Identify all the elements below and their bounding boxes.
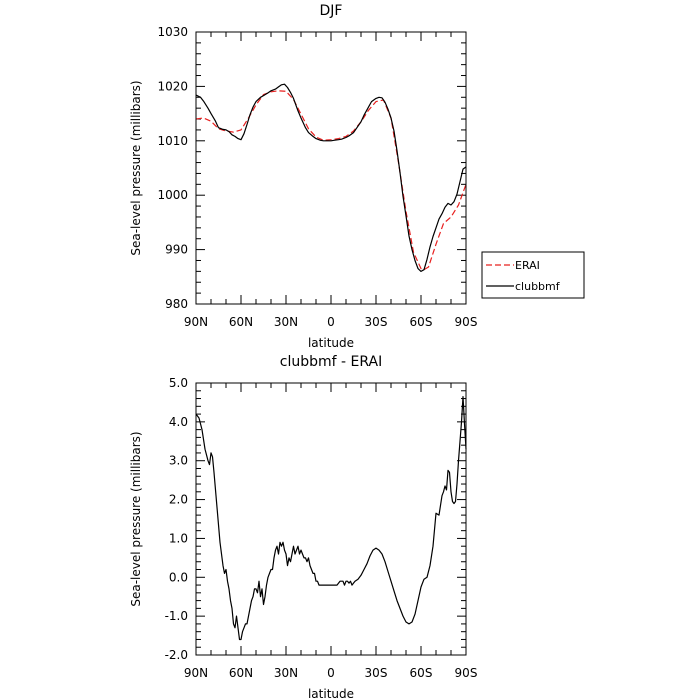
legend-label-erai: ERAI [515,259,540,272]
bot-y-tick-label: 1.0 [169,531,188,545]
bot-y-tick-label: -1.0 [165,609,188,623]
top-y-tick-label: 1020 [157,79,188,93]
legend: ERAI clubbmf [481,251,585,299]
bot-y-tick-label: 5.0 [169,376,188,390]
bot-x-tick-label: 60S [410,666,433,680]
top-chart-title: DJF [320,3,343,19]
bottom-chart-title: clubbmf - ERAI [280,354,382,370]
top-y-tick-label: 1030 [157,25,188,39]
top-x-tick-label: 30S [365,315,388,329]
top-panel: DJF Sea-level pressure (millibars) latit… [129,3,477,350]
bottom-panel: clubbmf - ERAI Sea-level pressure (milli… [129,354,477,700]
bottom-plot-frame [195,382,467,656]
bottom-axis-ticks: 90N 60N 30N 0 30S 60S 90S -2.0 -1.0 0.0 1.0 2.0 3.0 4… [165,376,478,680]
top-x-tick-label: 90N [184,315,208,329]
top-x-axis-label: latitude [308,336,354,350]
bot-x-tick-label: 60N [229,666,253,680]
bottom-y-axis-label: Sea-level pressure (millibars) [129,431,143,606]
top-x-tick-label: 90S [455,315,478,329]
bot-series-line-0 [195,396,467,641]
bot-y-tick-label: 2.0 [169,493,188,507]
bot-y-tick-label: 0.0 [169,570,188,584]
bot-y-tick-label: 4.0 [169,415,188,429]
top-series-clubbmf [195,83,467,272]
top-plot-frame [195,31,467,305]
top-x-tick-label: 60N [229,315,253,329]
bot-y-tick-label: 3.0 [169,454,188,468]
top-y-axis-label: Sea-level pressure (millibars) [129,80,143,255]
top-x-tick-label: 60S [410,315,433,329]
bot-x-tick-label: 90N [184,666,208,680]
top-y-tick-label: 990 [165,243,188,257]
legend-label-clubbmf: clubbmf [515,280,561,293]
top-axis-ticks: 90N 60N 30N 0 30S 60S 90S 980 990 1000 1010 1020 103… [157,25,477,329]
top-y-tick-label: 980 [165,297,188,311]
bot-y-tick-label: -2.0 [165,648,188,662]
bot-x-tick-label: 90S [455,666,478,680]
top-x-tick-label: 0 [327,315,335,329]
bot-x-tick-label: 30N [274,666,298,680]
bottom-plot-lines [195,396,467,641]
top-x-tick-label: 30N [274,315,298,329]
bottom-x-axis-label: latitude [308,687,354,700]
top-series-erai [195,90,467,271]
top-plot-lines [195,83,467,272]
bot-x-tick-label: 0 [327,666,335,680]
top-y-tick-label: 1010 [157,134,188,148]
bot-x-tick-label: 30S [365,666,388,680]
legend-box [481,251,585,299]
top-y-tick-label: 1000 [157,188,188,202]
